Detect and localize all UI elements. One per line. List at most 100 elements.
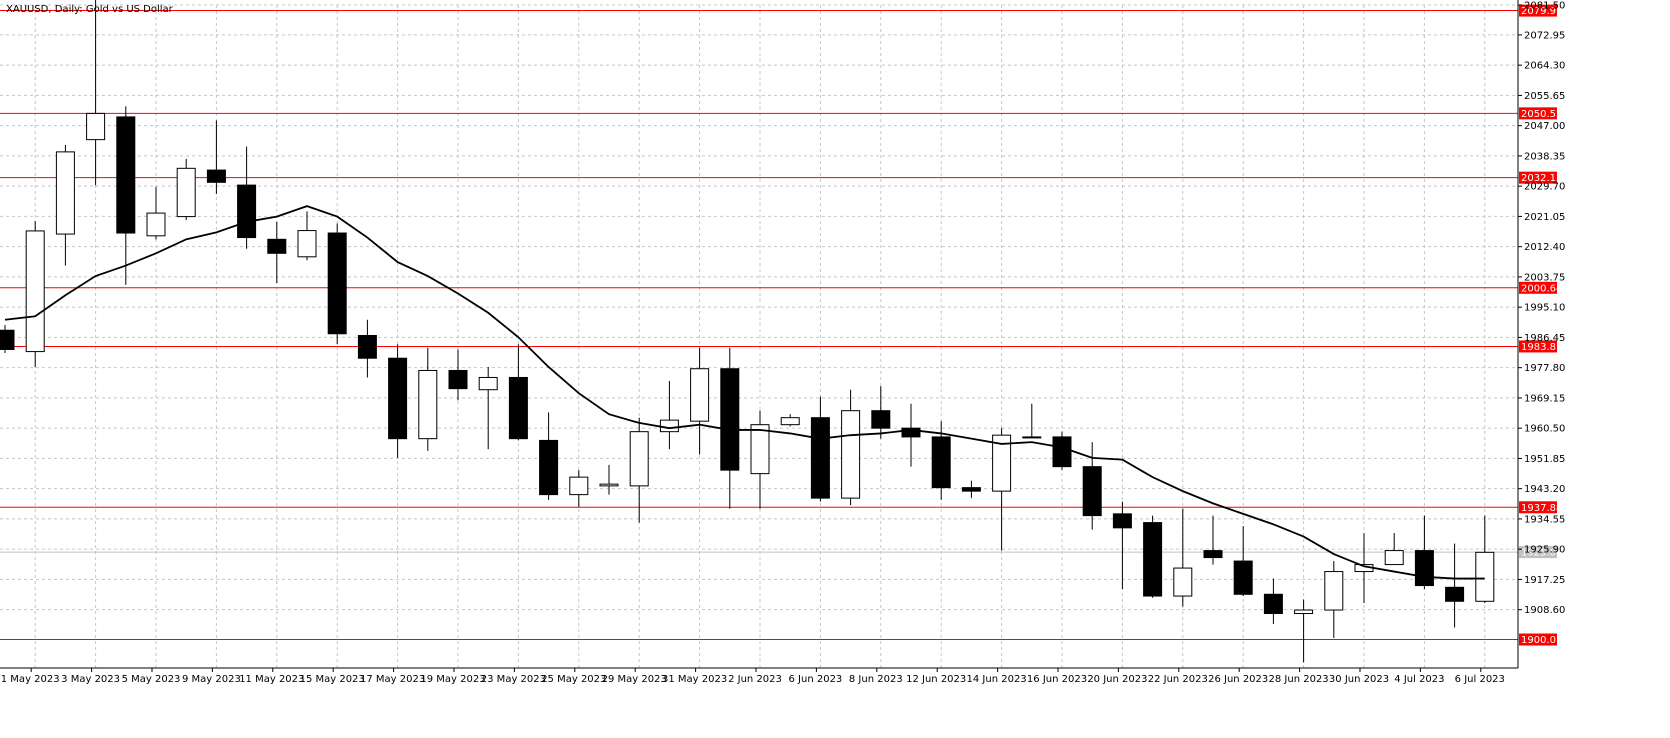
level-price-tag [1519,633,1557,646]
y-tick-label: 1925.90 [1524,545,1565,556]
current-price-label: 1925.06 [1521,548,1562,559]
candle-body-bearish [0,329,15,350]
moving-average-line [4,205,1485,580]
x-tick-label: 2 Jun 2023 [728,674,782,685]
y-tick-label: 1986.45 [1524,333,1565,344]
candle-body-bearish [1263,593,1283,615]
x-tick-label: 1 May 2023 [1,674,60,685]
candles-layer [0,0,1495,663]
x-tick-label: 5 May 2023 [122,674,181,685]
x-tick-label: 4 Jul 2023 [1394,674,1444,685]
x-tick-label: 12 Jun 2023 [906,674,966,685]
candle-body-bullish [176,167,196,218]
level-price-label: 2050.52 [1521,109,1562,120]
candle-body-bearish [1112,513,1132,529]
y-tick-label: 2072.95 [1524,30,1565,41]
candle-body-bearish [1203,550,1223,559]
level-price-label: 1937.88 [1521,503,1562,514]
x-tick-label: 28 Jun 2023 [1269,674,1329,685]
x-tick-label: 19 May 2023 [420,674,485,685]
candle-body-bearish [1445,586,1465,602]
y-tick-label: 1977.80 [1524,363,1565,374]
candle-body-bullish [55,151,75,235]
candle-body-bearish [810,417,830,499]
candle-body-bullish [1022,436,1042,439]
candle-body-bullish [1173,567,1193,597]
candle-body-bearish [267,238,287,254]
x-tick-label: 8 Jun 2023 [849,674,903,685]
x-tick-label: 22 Jun 2023 [1148,674,1208,685]
candle-body-bullish [1475,551,1495,602]
y-tick-label: 1934.55 [1524,514,1565,525]
candle-body-bullish [659,419,679,433]
y-tick-label: 1951.85 [1524,454,1565,465]
x-tick-label: 20 Jun 2023 [1087,674,1147,685]
x-tick-label: 23 May 2023 [481,674,546,685]
y-tick-label: 2012.40 [1524,242,1565,253]
candle-body-bullish [780,417,800,426]
candle-body-bearish [901,427,921,438]
candle-body-bullish [841,410,861,499]
candle-body-bearish [388,357,408,440]
candle-body-bullish [992,434,1012,492]
y-tick-label: 2038.35 [1524,151,1565,162]
moving-average-layer [4,205,1485,580]
y-tick-label: 1969.15 [1524,393,1565,404]
x-tick-label: 11 May 2023 [239,674,304,685]
candle-body-bearish [1082,466,1102,517]
candle-body-bearish [1414,550,1434,587]
x-tick-label: 6 Jun 2023 [789,674,843,685]
candle-body-bearish [237,184,257,239]
candle-body-bearish [720,368,740,471]
candle-body-bullish [599,483,619,487]
x-tick-label: 30 Jun 2023 [1329,674,1389,685]
y-tick-label: 2081.50 [1524,1,1565,12]
y-tick-label: 1917.25 [1524,575,1565,586]
candle-body-bullish [629,431,649,487]
level-price-label: 1900.07 [1521,635,1562,646]
x-tick-label: 29 May 2023 [602,674,667,685]
x-tick-label: 17 May 2023 [360,674,425,685]
candle-body-bearish [116,116,136,234]
level-price-tag [1519,281,1557,294]
levels-layer: 2079.91 2050.52 2032.13 2000.64 1983.87 1937.… [0,4,1562,646]
y-tick-label: 1960.50 [1524,424,1565,435]
x-tick-label: 25 May 2023 [541,674,606,685]
candle-body-bearish [539,439,559,496]
y-tick-label: 1908.60 [1524,605,1565,616]
candle-body-bearish [357,334,377,359]
axes-layer: 2081.50 2072.95 2064.30 2055.65 2047.00 2038.… [0,0,1565,685]
candle-body-bullish [86,112,106,141]
y-tick-label: 2029.70 [1524,182,1565,193]
candle-body-bullish [297,230,317,258]
level-price-tag [1519,501,1557,514]
level-price-tag [1519,340,1557,353]
x-tick-label: 6 Jul 2023 [1455,674,1505,685]
candle-body-bullish [1324,571,1344,611]
x-tick-label: 26 Jun 2023 [1208,674,1268,685]
level-price-tag [1519,4,1557,17]
level-price-label: 2000.64 [1521,283,1562,294]
candle-body-bullish [146,212,166,237]
candle-body-bullish [478,376,498,391]
level-price-label: 2032.13 [1521,173,1562,184]
candle-body-bearish [206,169,226,183]
x-tick-label: 14 Jun 2023 [967,674,1027,685]
y-tick-label: 2047.00 [1524,121,1565,132]
current-price-tag [1519,546,1557,559]
level-price-label: 2079.91 [1521,6,1562,17]
candle-body-bullish [750,424,770,475]
candle-body-bullish [25,230,45,353]
candle-body-bullish [418,369,438,440]
level-price-label: 1983.87 [1521,342,1562,353]
candle-body-bullish [569,476,589,496]
x-tick-label: 16 Jun 2023 [1027,674,1087,685]
candle-body-bearish [871,410,891,429]
candle-body-bullish [690,368,710,422]
x-tick-label: 15 May 2023 [300,674,365,685]
candle-body-bearish [448,369,468,390]
level-price-tag [1519,107,1557,120]
chart-title: XAUUSD, Daily: Gold vs US Dollar [6,4,174,15]
